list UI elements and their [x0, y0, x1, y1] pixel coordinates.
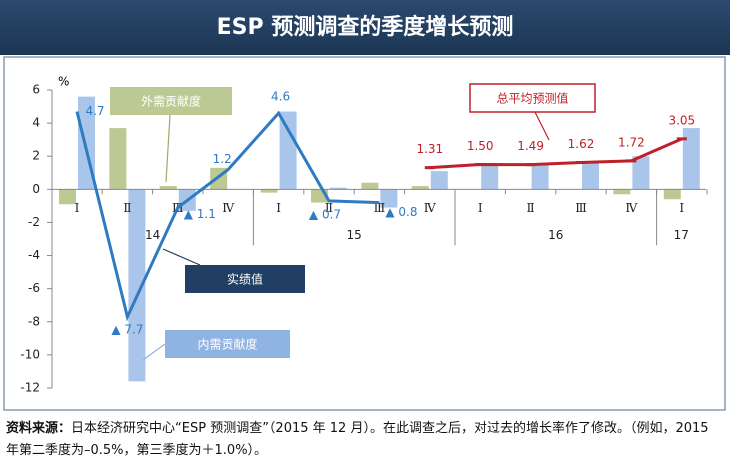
y-tick-label: 2: [32, 149, 40, 163]
y-unit: %: [58, 75, 69, 89]
data-label: 4.7: [85, 104, 104, 118]
bar: [481, 164, 499, 190]
data-label: 1.31: [416, 142, 443, 156]
data-label: 1.62: [568, 137, 595, 151]
y-tick-label: -6: [28, 281, 40, 295]
x-tick-label: Ⅰ: [276, 201, 281, 215]
bar: [380, 189, 398, 208]
y-tick-label: 4: [32, 116, 40, 130]
y-tick-label: -10: [20, 347, 40, 361]
y-tick-label: -4: [28, 248, 40, 262]
bar: [128, 189, 146, 382]
bar: [430, 171, 448, 190]
data-label: 1.49: [517, 139, 544, 153]
y-tick-label: -2: [28, 215, 40, 229]
group-label: 16: [548, 228, 563, 242]
y-tick-label: 0: [32, 182, 40, 196]
bar: [109, 128, 127, 190]
data-label: 3.05: [668, 113, 695, 127]
legend-box: [165, 330, 290, 358]
legend-label: 外需贡献度: [141, 94, 201, 109]
x-tick-label: Ⅲ: [374, 201, 386, 215]
chart-title: ESP 预测调查的季度增长预测: [0, 0, 730, 55]
line-series: [75, 110, 380, 322]
source-note: 资料来源：日本经济研究中心“ESP 预测调查”（2015 年 12 月）。在此调…: [6, 418, 722, 462]
bar: [361, 182, 379, 190]
y-tick-label: 6: [32, 83, 40, 97]
x-tick-label: Ⅰ: [478, 201, 483, 215]
legend-box: [110, 87, 232, 115]
bar: [411, 186, 429, 190]
data-label: ▲ 7.7: [111, 322, 143, 336]
legend-label: 内需贡献度: [197, 337, 257, 352]
bar: [59, 189, 76, 205]
callout-pointer: [142, 343, 166, 361]
x-tick-label: Ⅱ: [123, 201, 131, 215]
x-tick-label: Ⅳ: [222, 201, 235, 215]
bar: [330, 187, 347, 190]
group-label: 17: [674, 228, 689, 242]
x-tick-label: Ⅰ: [75, 201, 80, 215]
data-label: ▲ 0.8: [385, 205, 417, 219]
x-tick-label: Ⅱ: [325, 201, 333, 215]
source-text: 日本经济研究中心“ESP 预测调查”（2015 年 12 月）。在此调查之后，对…: [6, 421, 709, 458]
group-label: 14: [145, 228, 160, 242]
x-tick-label: Ⅲ: [575, 201, 587, 215]
legend-label: 总平均预测值: [496, 91, 568, 106]
legend-box: [469, 83, 596, 113]
bar: [159, 186, 177, 190]
callout-pointer: [162, 248, 201, 266]
chart-frame: [3, 56, 726, 411]
data-label: 1.50: [467, 139, 494, 153]
data-label: 1.2: [213, 152, 232, 166]
x-tick-label: Ⅰ: [679, 201, 684, 215]
bar: [682, 128, 700, 190]
data-label: ▲ 1.1: [184, 207, 216, 221]
bar: [531, 164, 549, 190]
y-tick-label: -8: [28, 314, 40, 328]
bar: [613, 189, 631, 195]
data-label: ▲ 0.7: [309, 207, 341, 221]
bar: [260, 189, 278, 193]
source-label: 资料来源：: [6, 421, 72, 436]
bar: [582, 162, 599, 190]
bar: [279, 111, 297, 190]
bar: [663, 189, 681, 200]
legend-label: 实绩值: [227, 272, 263, 287]
line-series: [429, 137, 683, 170]
x-tick-label: Ⅳ: [625, 201, 638, 215]
y-tick-label: -12: [20, 381, 40, 395]
callout-pointer: [534, 111, 550, 141]
group-label: 15: [347, 228, 362, 242]
legend-box: [185, 265, 305, 293]
x-tick-label: Ⅳ: [424, 201, 437, 215]
bar: [632, 156, 650, 190]
x-tick-label: Ⅱ: [527, 201, 535, 215]
data-label: 1.72: [618, 135, 645, 149]
data-label: 4.6: [271, 90, 290, 104]
callout-pointer: [165, 114, 171, 183]
